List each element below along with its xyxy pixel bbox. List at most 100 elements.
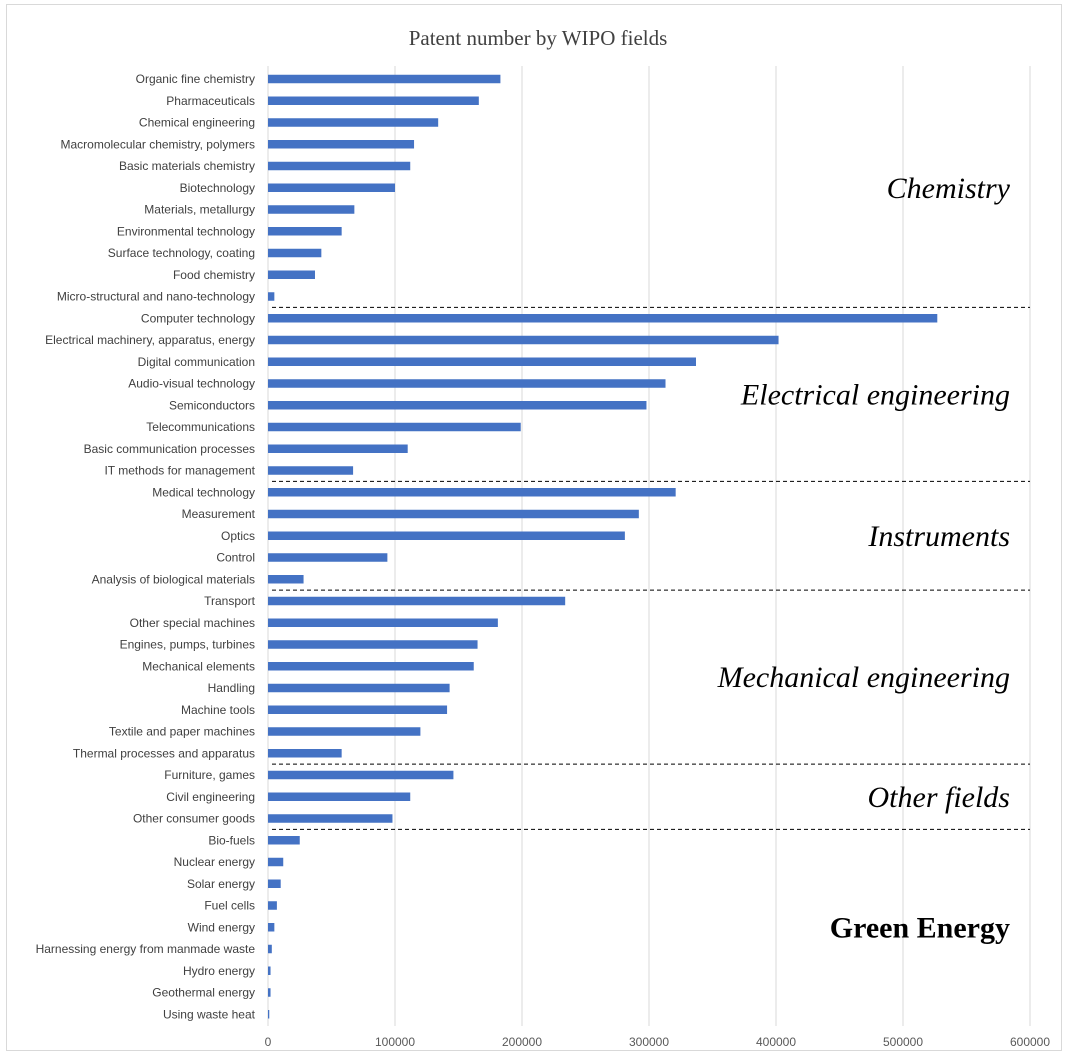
group-label: Chemistry [887,172,1011,205]
bar [268,248,322,258]
bar [268,183,395,192]
bar [268,923,275,932]
bar [268,74,501,84]
category-label: Thermal processes and apparatus [73,746,255,760]
bar [268,618,498,627]
category-label: Food chemistry [173,268,255,282]
bar [268,683,450,693]
x-tick-label: 300000 [629,1035,669,1049]
category-labels: Organic fine chemistry Pharmaceuticals Che… [36,72,256,1021]
category-label: Materials, metallurgy [144,203,255,217]
category-label: Computer technology [141,311,255,325]
chart-frame [6,4,1062,1051]
bar-layer [268,74,938,1019]
bar [268,901,277,910]
bar [268,401,647,410]
bar [268,422,521,432]
category-label: Medical technology [152,485,255,499]
category-label: Harnessing energy from manmade waste [36,942,256,956]
category-label: Transport [204,594,256,608]
bar [268,488,676,497]
category-label: Mechanical elements [142,659,255,673]
bar [268,314,938,323]
category-label: Basic materials chemistry [119,159,255,173]
category-label: Civil engineering [166,790,255,804]
x-tick-label: 0 [265,1035,272,1049]
category-label: Fuel cells [204,899,255,913]
bar [268,879,281,888]
category-label: Engines, pumps, turbines [120,638,255,652]
category-label: Macromolecular chemistry, polymers [61,137,256,151]
bar [268,140,415,149]
category-label: Environmental technology [117,224,255,238]
category-label: Electrical machinery, apparatus, energy [45,333,255,347]
bar [268,379,666,388]
bar [268,1010,270,1019]
bar [268,227,342,236]
category-label: Using waste heat [163,1007,256,1021]
bar [268,662,474,671]
category-label: Surface technology, coating [108,246,255,260]
group-label: Mechanical engineering [717,661,1010,694]
category-label: Organic fine chemistry [136,72,255,86]
bar [268,444,408,453]
group-label: Electrical engineering [740,378,1010,411]
category-label: Telecommunications [146,420,255,434]
x-tick-label: 100000 [375,1035,415,1049]
category-label: Measurement [182,507,256,521]
bar [268,531,625,540]
category-label: Hydro energy [183,964,255,978]
bar [268,270,315,279]
bar [268,553,388,562]
category-label: Analysis of biological materials [92,572,255,586]
category-label: Other special machines [130,616,255,630]
bar [268,292,275,301]
category-label: Pharmaceuticals [166,94,255,108]
category-label: IT methods for management [104,464,255,478]
bar [268,792,411,801]
x-axis-ticks: 0 100000 200000 300000 400000 500000 600000 [265,1035,1051,1049]
category-label: Textile and paper machines [109,725,255,739]
group-label: Green Energy [830,911,1010,944]
category-label: Other consumer goods [133,812,255,826]
category-label: Audio-visual technology [128,377,255,391]
x-tick-label: 600000 [1010,1035,1050,1049]
category-label: Handling [208,681,255,695]
bar [268,466,354,475]
bar [268,509,639,519]
bar [268,596,566,606]
category-label: Semiconductors [169,398,255,412]
category-label: Wind energy [188,920,255,934]
category-label: Geothermal energy [152,986,255,1000]
x-tick-label: 400000 [756,1035,796,1049]
bar [268,814,393,823]
bar [268,857,284,867]
bar [268,988,271,997]
bar [268,357,696,366]
bar [268,640,478,649]
chart-title: Patent number by WIPO fields [409,26,668,50]
bar [268,96,479,105]
bar [268,749,342,758]
category-label: Optics [221,529,255,543]
group-separators [272,306,1030,830]
bar [268,966,271,975]
group-labels: Chemistry Electrical engineering Instrumen… [717,172,1011,945]
bar [268,727,421,736]
bar [268,836,300,845]
bar [268,770,454,780]
bar [268,575,304,584]
category-label: Digital communication [138,355,255,369]
group-label: Other fields [868,781,1011,814]
category-label: Chemical engineering [139,116,255,130]
category-label: Furniture, games [164,768,255,782]
category-label: Machine tools [181,703,255,717]
category-label: Solar energy [187,877,255,891]
category-label: Bio-fuels [208,833,255,847]
category-label: Control [216,551,255,565]
category-label: Basic communication processes [84,442,255,456]
bar [268,161,411,171]
x-tick-label: 500000 [883,1035,923,1049]
